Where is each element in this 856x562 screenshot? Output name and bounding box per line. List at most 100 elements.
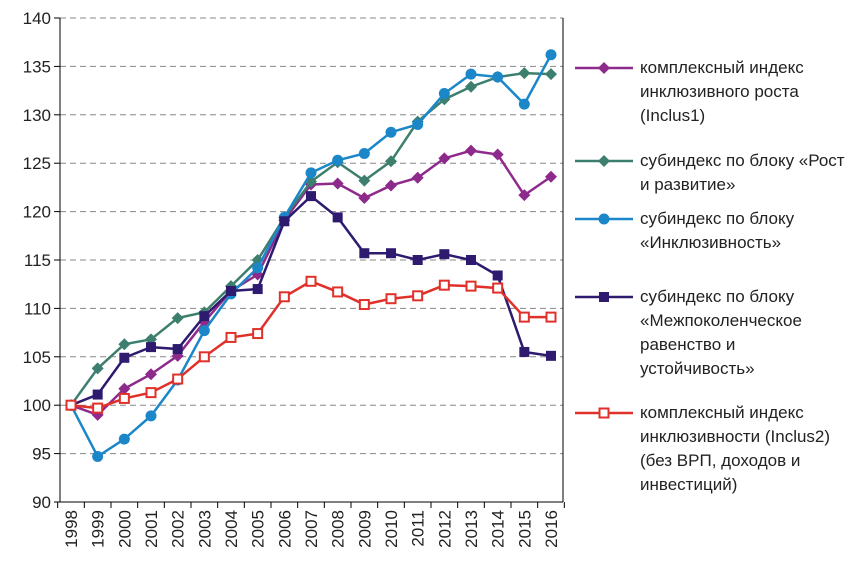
marker <box>92 402 104 414</box>
marker <box>598 155 610 167</box>
y-tick-label: 115 <box>24 251 51 270</box>
marker <box>172 344 183 355</box>
x-tick-label: 2003 <box>195 510 214 548</box>
marker <box>331 177 344 190</box>
x-tick-label: 2005 <box>249 510 268 548</box>
marker <box>278 291 290 303</box>
marker <box>358 174 371 187</box>
marker <box>305 275 317 287</box>
x-tick-label: 1998 <box>62 510 81 548</box>
marker <box>465 280 477 292</box>
series-line <box>70 279 551 410</box>
marker <box>306 191 316 202</box>
y-tick-label: 120 <box>23 203 51 222</box>
marker <box>226 285 236 296</box>
x-tick-label: 2006 <box>275 510 294 548</box>
marker <box>546 350 556 361</box>
x-tick-label: 2002 <box>169 510 188 548</box>
marker <box>385 179 397 192</box>
x-tick-label: 2013 <box>462 510 481 548</box>
marker <box>171 312 184 325</box>
x-tick-label: 2007 <box>302 510 321 548</box>
x-tick-label: 2008 <box>329 510 348 548</box>
marker <box>465 68 477 80</box>
marker <box>145 387 157 399</box>
marker <box>65 399 77 411</box>
marker <box>545 311 557 323</box>
marker <box>466 255 476 265</box>
series-line <box>70 194 552 407</box>
marker <box>225 331 237 343</box>
marker <box>385 293 397 305</box>
marker <box>518 189 531 202</box>
marker <box>385 155 397 168</box>
marker <box>518 98 530 110</box>
x-tick-label: 2001 <box>142 510 161 548</box>
marker <box>598 62 610 74</box>
marker <box>598 407 610 419</box>
marker <box>599 292 609 302</box>
y-tick-label: 105 <box>23 348 51 367</box>
marker <box>545 49 557 61</box>
marker <box>411 171 424 184</box>
marker <box>358 299 370 311</box>
marker <box>412 118 424 130</box>
series-line <box>69 71 552 406</box>
marker <box>91 362 104 375</box>
y-tick-label: 125 <box>23 154 51 173</box>
y-tick-label: 95 <box>32 445 51 464</box>
marker <box>252 262 264 274</box>
marker <box>412 290 424 302</box>
marker <box>92 389 103 400</box>
marker <box>252 284 263 295</box>
x-tick-label: 2011 <box>409 510 428 547</box>
marker <box>118 392 130 404</box>
marker <box>465 80 477 93</box>
legend-label: субиндекс по блоку «Межпоколенческое рав… <box>640 287 802 378</box>
legend-label: субиндекс по блоку «Инклюзивность» <box>640 209 795 252</box>
marker <box>145 410 157 422</box>
marker <box>492 282 504 294</box>
marker <box>545 170 557 183</box>
marker <box>332 212 343 223</box>
marker <box>198 351 210 363</box>
marker <box>438 279 450 291</box>
marker <box>118 433 130 445</box>
marker <box>172 373 184 385</box>
x-tick-label: 2015 <box>515 510 534 548</box>
marker <box>412 255 423 265</box>
marker <box>385 126 397 138</box>
legend-item <box>575 407 633 419</box>
x-tick-label: 2014 <box>489 510 508 548</box>
legend-item <box>575 213 633 225</box>
marker <box>145 368 157 381</box>
marker <box>492 270 503 281</box>
legend-item <box>575 155 633 167</box>
marker <box>92 451 104 463</box>
legend-label: комплексный индекс инклюзивного роста (I… <box>640 58 804 125</box>
marker <box>146 342 156 353</box>
marker <box>465 144 477 157</box>
x-tick-label: 1999 <box>89 510 108 548</box>
x-tick-label: 2010 <box>382 510 401 548</box>
marker <box>119 352 130 363</box>
marker <box>118 338 131 351</box>
marker <box>332 154 344 166</box>
y-tick-label: 140 <box>23 9 51 28</box>
legend-label: субиндекс по блоку «Рост и развитие» <box>640 151 845 194</box>
x-tick-label: 2004 <box>222 510 241 548</box>
y-tick-label: 110 <box>24 299 51 318</box>
marker <box>491 148 504 161</box>
y-tick-label: 135 <box>23 57 51 76</box>
x-tick-label: 2000 <box>115 510 134 548</box>
marker <box>332 286 344 298</box>
legend-item <box>575 62 633 74</box>
y-tick-label: 90 <box>32 493 51 512</box>
marker <box>386 248 396 259</box>
marker <box>359 248 370 259</box>
y-tick-label: 100 <box>23 396 51 415</box>
marker <box>519 346 530 357</box>
marker <box>252 328 264 340</box>
